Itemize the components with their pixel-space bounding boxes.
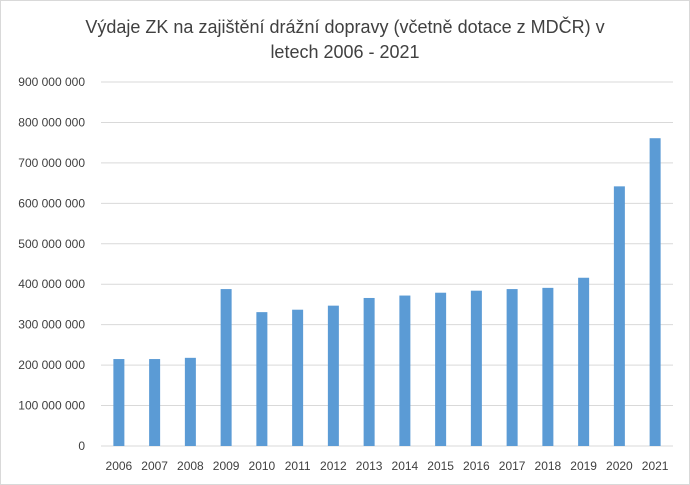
y-tick-label: 700 000 000 bbox=[18, 156, 85, 170]
x-tick-label-2013: 2013 bbox=[356, 459, 383, 473]
y-tick-label: 0 bbox=[78, 439, 85, 453]
x-tick-label-2016: 2016 bbox=[463, 459, 490, 473]
chart-title: Výdaje ZK na zajištění drážní dopravy (v… bbox=[85, 17, 605, 62]
y-tick-label: 900 000 000 bbox=[18, 75, 85, 89]
bar-2014 bbox=[399, 295, 411, 446]
y-tick-label: 500 000 000 bbox=[18, 237, 85, 251]
bar-2020 bbox=[613, 186, 625, 446]
x-tick-label-2021: 2021 bbox=[642, 459, 669, 473]
x-tick-label-2020: 2020 bbox=[606, 459, 633, 473]
x-tick-label-2009: 2009 bbox=[213, 459, 240, 473]
y-tick-label: 100 000 000 bbox=[18, 399, 85, 413]
bar-2007 bbox=[149, 359, 161, 446]
bar-2013 bbox=[363, 297, 375, 446]
x-tick-label-2007: 2007 bbox=[141, 459, 168, 473]
y-tick-label: 400 000 000 bbox=[18, 277, 85, 291]
y-axis-tick-labels: 0 100 000 000 200 000 000 300 000 000 400 00… bbox=[18, 75, 85, 453]
x-tick-label-2015: 2015 bbox=[427, 459, 454, 473]
x-tick-label-2010: 2010 bbox=[249, 459, 276, 473]
bar-2021 bbox=[649, 138, 661, 446]
gridlines bbox=[101, 81, 673, 447]
x-tick-label-2008: 2008 bbox=[177, 459, 204, 473]
y-tick-label: 600 000 000 bbox=[18, 196, 85, 210]
x-tick-label-2012: 2012 bbox=[320, 459, 347, 473]
y-tick-label: 200 000 000 bbox=[18, 358, 85, 372]
bar-2009 bbox=[220, 289, 232, 446]
bar-2015 bbox=[435, 292, 447, 446]
bar-2017 bbox=[506, 289, 518, 446]
x-tick-label-2019: 2019 bbox=[570, 459, 597, 473]
x-tick-label-2017: 2017 bbox=[499, 459, 526, 473]
x-axis-tick-labels: 2006 2007 2008 2009 2010 2011 2012 2013 2014 2015… bbox=[106, 459, 669, 473]
bar-2010 bbox=[256, 312, 268, 446]
bar-2012 bbox=[327, 305, 339, 446]
x-tick-label-2006: 2006 bbox=[106, 459, 133, 473]
bar-2006 bbox=[113, 359, 125, 446]
bars bbox=[113, 138, 661, 446]
bar-2008 bbox=[184, 357, 196, 446]
bar-2016 bbox=[470, 290, 482, 446]
y-tick-label: 800 000 000 bbox=[18, 115, 85, 129]
bar-2011 bbox=[292, 309, 304, 446]
x-tick-label-2018: 2018 bbox=[535, 459, 562, 473]
x-tick-label-2011: 2011 bbox=[285, 459, 311, 473]
bar-2018 bbox=[542, 287, 554, 446]
bar-2019 bbox=[578, 277, 590, 446]
x-tick-label-2014: 2014 bbox=[392, 459, 419, 473]
y-tick-label: 300 000 000 bbox=[18, 318, 85, 332]
